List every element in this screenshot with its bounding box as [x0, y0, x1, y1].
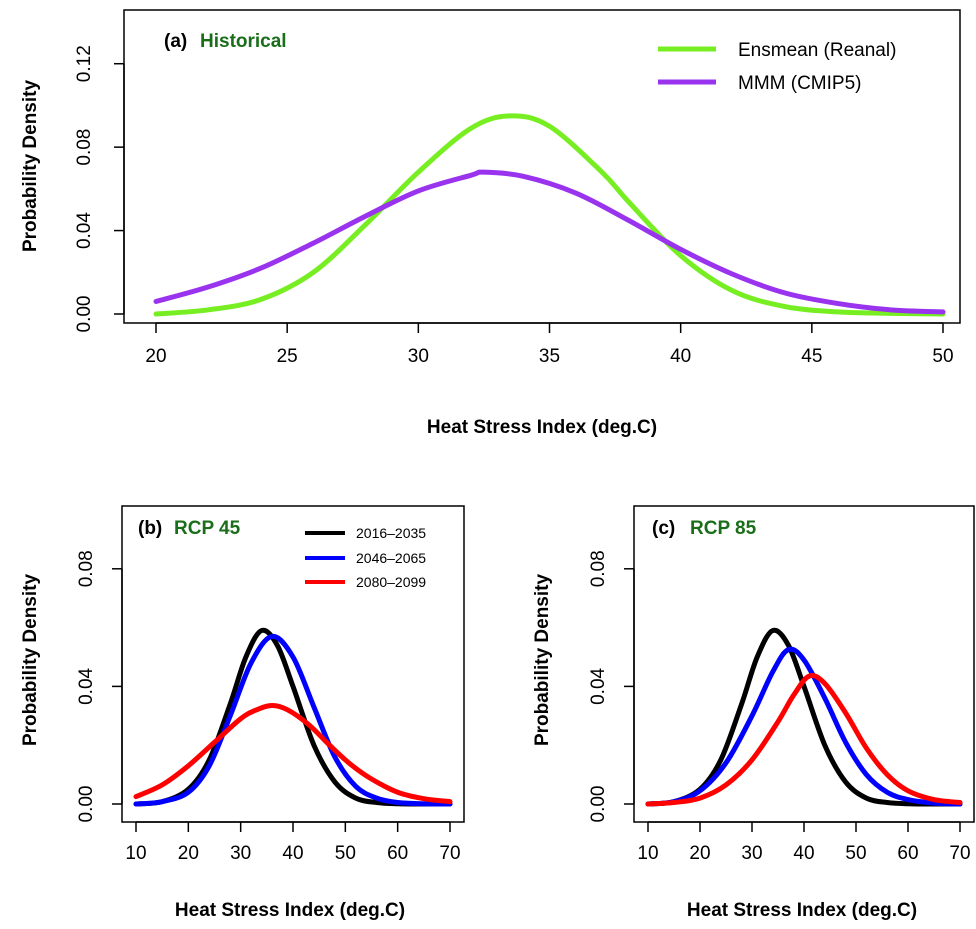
panel-b-y-tick-label: 0.00 — [76, 786, 97, 823]
panel-c-x-tick-label: 60 — [897, 843, 918, 864]
panel-a-series-mmm-cmip5 — [153, 169, 946, 315]
panel-c-label: (c) — [652, 518, 675, 539]
panel-b-title: RCP 45 — [174, 518, 241, 539]
panel-b-x-tick-label: 10 — [125, 843, 146, 864]
panel-c-y-tick-label: 0.08 — [588, 550, 609, 587]
panel-c-x-axis-title: Heat Stress Index (deg.C) — [687, 900, 917, 921]
panel-c-series-2016-2035 — [645, 627, 963, 807]
panel-b-x-axis-title: Heat Stress Index (deg.C) — [175, 900, 405, 921]
panel-a-x-axis-title: Heat Stress Index (deg.C) — [427, 417, 657, 438]
panel-c-x-tick-label: 50 — [845, 843, 866, 864]
panel-a-y-tick-label: 0.08 — [74, 129, 95, 166]
panel-a-x-tick-label: 20 — [145, 346, 166, 367]
panel-a-legend-label-mmm-cmip5: MMM (CMIP5) — [738, 73, 861, 94]
panel-b-x-tick-label: 50 — [335, 843, 356, 864]
panel-c-x-tick-label: 20 — [689, 843, 710, 864]
panel-b-legend: 2016–2035 2046–2065 2080–2099 — [305, 525, 426, 590]
panel-a-y-tick-label: 0.12 — [74, 45, 95, 82]
panel-c-x-tick-label: 10 — [637, 843, 658, 864]
panel-a-x-tick-label: 25 — [277, 346, 298, 367]
panel-c-series-2080-2099 — [645, 673, 963, 807]
panel-b-y-axis-title: Probability Density — [20, 574, 41, 747]
panel-b-y-tick-label: 0.04 — [76, 667, 97, 704]
panel-a-series-ensmean-reanal — [153, 113, 946, 317]
panel-c-y-tick-label: 0.04 — [588, 667, 609, 704]
panel-b-legend-label-2016-2035: 2016–2035 — [356, 525, 426, 541]
panel-a-x-tick-label: 35 — [539, 346, 560, 367]
panel-c-rcp85: 10 20 30 40 50 60 70 0.00 0.04 0.08 (c) RCP 85 H… — [532, 505, 975, 921]
panel-a-x-tick-label: 45 — [801, 346, 822, 367]
panel-b-series-2080-2099 — [133, 703, 453, 805]
panel-a-legend: Ensmean (Reanal) MMM (CMIP5) — [658, 40, 896, 94]
panel-b-x-tick-label: 20 — [178, 843, 199, 864]
panel-c-x-tick-label: 40 — [793, 843, 814, 864]
panel-a-x-tick-label: 30 — [408, 346, 429, 367]
panel-a-title: Historical — [200, 31, 287, 52]
panel-c-series-2046-2065 — [645, 646, 963, 807]
panel-a-legend-label-ensmean-reanal: Ensmean (Reanal) — [738, 40, 896, 61]
panel-a-label: (a) — [164, 31, 187, 52]
panel-b-y-tick-label: 0.08 — [76, 550, 97, 587]
panel-a-x-tick-label: 40 — [670, 346, 691, 367]
panel-b-x-tick-label: 70 — [439, 843, 460, 864]
panel-a-historical: 20 25 30 35 40 45 50 0.00 0.04 0.08 0.12 (a) Hist… — [20, 9, 961, 438]
panel-b-x-tick-label: 30 — [230, 843, 251, 864]
panel-c-x-tick-label: 70 — [949, 843, 970, 864]
panel-a-y-axis-title: Probability Density — [20, 80, 41, 253]
panel-c-title: RCP 85 — [690, 518, 757, 539]
panel-b-legend-label-2080-2099: 2080–2099 — [356, 574, 426, 590]
panel-a-x-tick-label: 50 — [932, 346, 953, 367]
panel-b-legend-label-2046-2065: 2046–2065 — [356, 550, 426, 566]
panel-c-x-tick-label: 30 — [741, 843, 762, 864]
panel-a-y-tick-label: 0.00 — [74, 296, 95, 333]
panel-b-label: (b) — [138, 518, 162, 539]
panel-b-x-tick-label: 60 — [387, 843, 408, 864]
panel-c-y-tick-label: 0.00 — [588, 786, 609, 823]
panel-b-series-2046-2065 — [133, 633, 453, 807]
panel-a-y-tick-label: 0.04 — [74, 212, 95, 249]
panel-b-x-tick-label: 40 — [282, 843, 303, 864]
panel-c-y-axis-title: Probability Density — [532, 574, 553, 747]
panel-b-rcp45: 10 20 30 40 50 60 70 0.00 0.04 0.08 (b) RCP 45 H… — [20, 505, 465, 921]
